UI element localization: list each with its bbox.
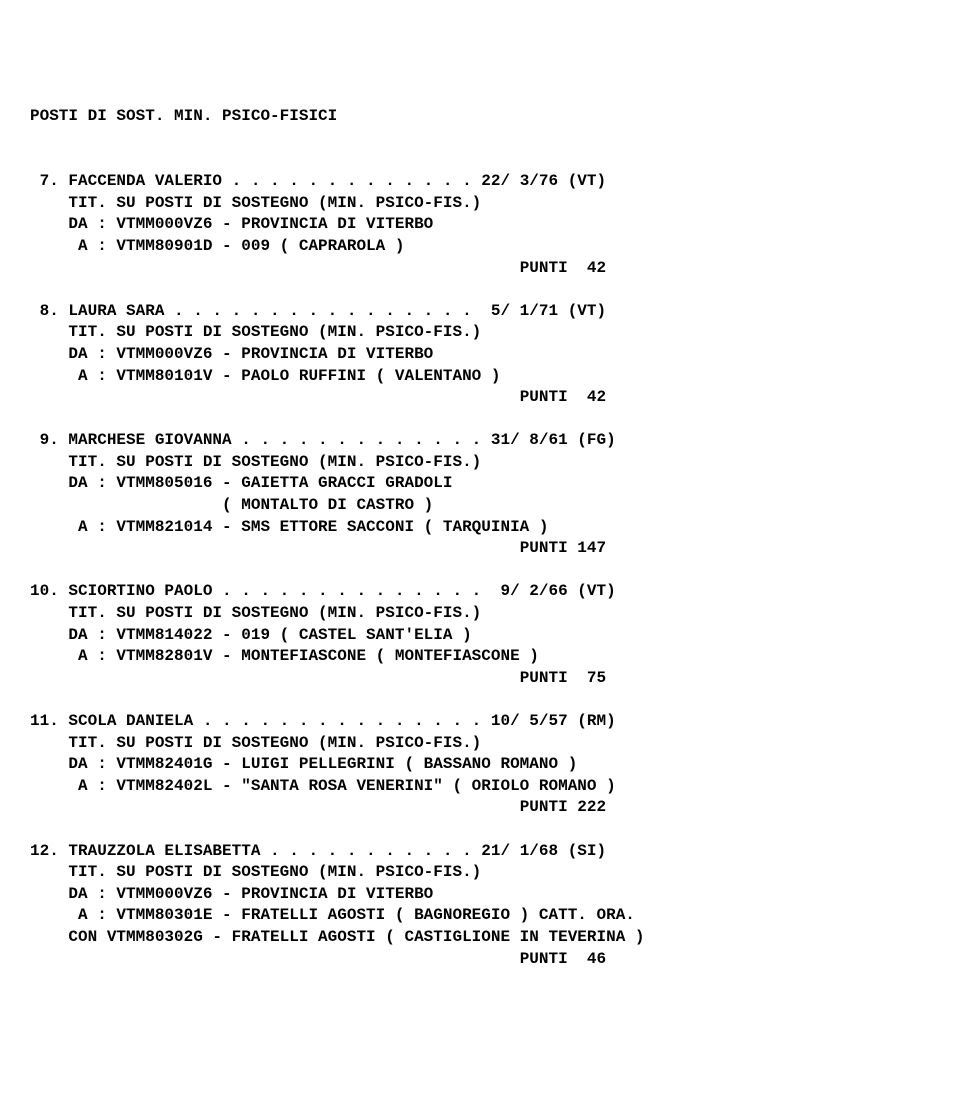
entry-punti: PUNTI 222 (520, 798, 606, 816)
entry-name: MARCHESE GIOVANNA (68, 431, 231, 449)
entry-tit: TIT. SU POSTI DI SOSTEGNO (MIN. PSICO-FI… (68, 453, 481, 471)
entry-dots: . . . . . . . . . . . . . . (212, 582, 500, 600)
entry-da: DA : VTMM814022 - 019 ( CASTEL SANT'ELIA… (68, 626, 471, 644)
entry-a: A : VTMM80301E - FRATELLI AGOSTI ( BAGNO… (68, 906, 635, 924)
entry-ref: 5/ 1/71 (VT) (491, 302, 606, 320)
entry-punti: PUNTI 75 (520, 669, 606, 687)
entry-name: SCIORTINO PAOLO (68, 582, 212, 600)
entry-tit: TIT. SU POSTI DI SOSTEGNO (MIN. PSICO-FI… (68, 604, 481, 622)
entry-ref: 21/ 1/68 (SI) (481, 842, 606, 860)
entry-extra: CON VTMM80302G - FRATELLI AGOSTI ( CASTI… (30, 928, 645, 946)
entry-name: SCOLA DANIELA (68, 712, 193, 730)
entry-ref: 31/ 8/61 (FG) (491, 431, 616, 449)
entry-name: FACCENDA VALERIO (68, 172, 222, 190)
entry-a: A : VTMM80101V - PAOLO RUFFINI ( VALENTA… (68, 367, 500, 385)
entry-punti: PUNTI 42 (520, 259, 606, 277)
entry-da: DA : VTMM82401G - LUIGI PELLEGRINI ( BAS… (68, 755, 577, 773)
entry-tit: TIT. SU POSTI DI SOSTEGNO (MIN. PSICO-FI… (68, 734, 481, 752)
entry-da: DA : VTMM000VZ6 - PROVINCIA DI VITERBO (68, 215, 433, 233)
entry-dots: . . . . . . . . . . . . . . . (193, 712, 491, 730)
entry-10: 10. SCIORTINO PAOLO . . . . . . . . . . … (30, 582, 616, 686)
entry-punti: PUNTI 42 (520, 388, 606, 406)
entry-da: DA : VTMM000VZ6 - PROVINCIA DI VITERBO (68, 885, 433, 903)
entry-punti: PUNTI 46 (520, 950, 606, 968)
entry-name: TRAUZZOLA ELISABETTA (68, 842, 260, 860)
entry-11: 11. SCOLA DANIELA . . . . . . . . . . . … (30, 712, 616, 816)
entry-tit: TIT. SU POSTI DI SOSTEGNO (MIN. PSICO-FI… (68, 863, 481, 881)
entry-9: 9. MARCHESE GIOVANNA . . . . . . . . . .… (30, 431, 616, 557)
entry-num: 8 (30, 302, 49, 320)
entry-da: DA : VTMM000VZ6 - PROVINCIA DI VITERBO (68, 345, 433, 363)
entry-num: 12 (30, 842, 49, 860)
document-root: POSTI DI SOST. MIN. PSICO-FISICI 7. FACC… (30, 106, 930, 970)
entry-tit: TIT. SU POSTI DI SOSTEGNO (MIN. PSICO-FI… (68, 194, 481, 212)
entry-a: A : VTMM82402L - "SANTA ROSA VENERINI" (… (68, 777, 615, 795)
entry-a: A : VTMM821014 - SMS ETTORE SACCONI ( TA… (68, 518, 548, 536)
entry-num: 9 (30, 431, 49, 449)
entry-dots: . . . . . . . . . . . . . (232, 431, 491, 449)
entry-12: 12. TRAUZZOLA ELISABETTA . . . . . . . .… (30, 842, 645, 968)
entry-a: A : VTMM80901D - 009 ( CAPRAROLA ) (68, 237, 404, 255)
entry-punti: PUNTI 147 (520, 539, 606, 557)
entry-a: A : VTMM82801V - MONTEFIASCONE ( MONTEFI… (68, 647, 538, 665)
entry-dots: . . . . . . . . . . . . . . . . (164, 302, 490, 320)
entry-7: 7. FACCENDA VALERIO . . . . . . . . . . … (30, 172, 606, 276)
entry-num: 11 (30, 712, 49, 730)
entry-num: 10 (30, 582, 49, 600)
entry-ref: 10/ 5/57 (RM) (491, 712, 616, 730)
entry-tit: TIT. SU POSTI DI SOSTEGNO (MIN. PSICO-FI… (68, 323, 481, 341)
entry-num: 7 (30, 172, 49, 190)
entry-da: DA : VTMM805016 - GAIETTA GRACCI GRADOLI… (30, 474, 452, 514)
entry-8: 8. LAURA SARA . . . . . . . . . . . . . … (30, 302, 606, 406)
entry-dots: . . . . . . . . . . . . . (222, 172, 481, 190)
page-title: POSTI DI SOST. MIN. PSICO-FISICI (30, 107, 337, 125)
entry-ref: 9/ 2/66 (VT) (500, 582, 615, 600)
entry-name: LAURA SARA (68, 302, 164, 320)
entry-ref: 22/ 3/76 (VT) (481, 172, 606, 190)
entry-dots: . . . . . . . . . . . (260, 842, 481, 860)
